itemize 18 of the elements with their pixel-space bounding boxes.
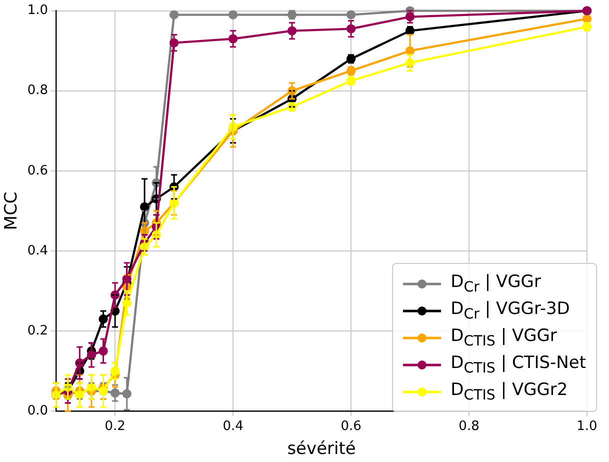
x-tick-label: 0.8 — [458, 419, 480, 434]
legend-label: D$_{CTIS}$ | CTIS-Net — [450, 352, 586, 376]
legend-label: D$_{Cr}$ | VGGr-3D — [450, 298, 570, 322]
legend-label: D$_{CTIS}$ | VGGr2 — [450, 380, 568, 404]
legend-label: D$_{CTIS}$ | VGGr — [450, 326, 557, 350]
y-axis-title: MCC — [2, 192, 22, 230]
x-tick-label: 1.0 — [576, 419, 598, 434]
y-tick-label: 1.0 — [27, 3, 48, 18]
y-tick-label: 0.4 — [27, 243, 48, 258]
x-tick-label: 0.4 — [222, 419, 244, 434]
x-axis-title: sévérité — [287, 439, 356, 460]
y-tick-label: 0.2 — [27, 323, 48, 338]
x-tick-label: 0.2 — [104, 419, 126, 434]
x-tick-label: 0.6 — [340, 419, 362, 434]
y-tick-label: 0.0 — [27, 403, 48, 418]
legend-label: D$_{Cr}$ | VGGr — [450, 272, 541, 296]
y-tick-label: 0.6 — [27, 163, 48, 178]
y-tick-label: 0.8 — [27, 83, 48, 98]
